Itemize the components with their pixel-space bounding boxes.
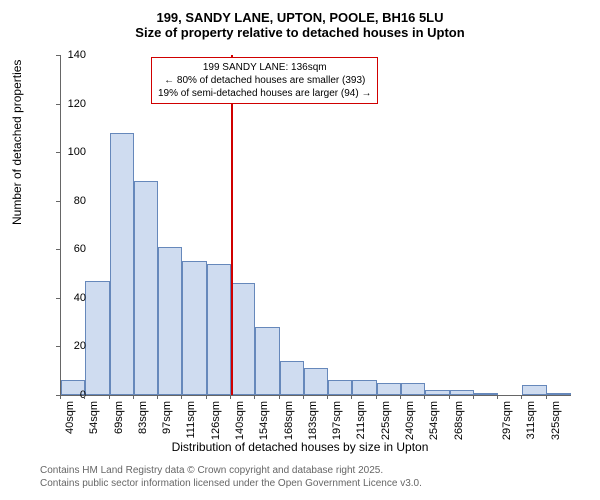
xtick-mark	[254, 395, 255, 399]
histogram-bar	[352, 380, 376, 395]
ytick-label: 120	[68, 98, 86, 110]
chart-title-main: 199, SANDY LANE, UPTON, POOLE, BH16 5LU	[0, 0, 600, 25]
xtick-mark	[449, 395, 450, 399]
ytick-label: 100	[68, 146, 86, 158]
xtick-label: 311sqm	[525, 401, 537, 445]
histogram-bar	[231, 283, 255, 395]
xtick-label: 297sqm	[501, 401, 513, 445]
histogram-bar	[110, 133, 134, 395]
marker-line	[231, 55, 233, 395]
histogram-bar	[425, 390, 449, 395]
xtick-mark	[60, 395, 61, 399]
xtick-mark	[376, 395, 377, 399]
xtick-mark	[109, 395, 110, 399]
xtick-label: 140sqm	[234, 401, 246, 445]
xtick-mark	[497, 395, 498, 399]
histogram-bar	[134, 181, 158, 395]
ytick-mark	[56, 346, 60, 347]
xtick-label: 225sqm	[380, 401, 392, 445]
xtick-label: 197sqm	[331, 401, 343, 445]
xtick-label: 97sqm	[161, 401, 173, 445]
xtick-label: 268sqm	[453, 401, 465, 445]
y-axis-label: Number of detached properties	[10, 60, 24, 225]
xtick-label: 126sqm	[210, 401, 222, 445]
xtick-label: 40sqm	[64, 401, 76, 445]
xtick-mark	[351, 395, 352, 399]
ytick-mark	[56, 104, 60, 105]
annotation-line1: 199 SANDY LANE: 136sqm	[158, 61, 371, 74]
ytick-label: 140	[68, 49, 86, 61]
annotation-box: 199 SANDY LANE: 136sqm← 80% of detached …	[151, 57, 378, 104]
xtick-label: 111sqm	[185, 401, 197, 445]
xtick-mark	[473, 395, 474, 399]
xtick-mark	[279, 395, 280, 399]
ytick-label: 60	[74, 243, 86, 255]
footer-attribution: Contains HM Land Registry data © Crown c…	[40, 464, 422, 490]
xtick-mark	[230, 395, 231, 399]
histogram-bar	[304, 368, 328, 395]
footer-line2: Contains public sector information licen…	[40, 477, 422, 490]
xtick-mark	[133, 395, 134, 399]
footer-line1: Contains HM Land Registry data © Crown c…	[40, 464, 422, 477]
histogram-bar	[377, 383, 401, 395]
histogram-bar	[328, 380, 352, 395]
histogram-bar	[547, 393, 571, 395]
xtick-label: 83sqm	[137, 401, 149, 445]
xtick-mark	[181, 395, 182, 399]
chart-title-sub: Size of property relative to detached ho…	[0, 25, 600, 40]
xtick-label: 168sqm	[283, 401, 295, 445]
xtick-mark	[546, 395, 547, 399]
xtick-label: 325sqm	[550, 401, 562, 445]
ytick-label: 40	[74, 292, 86, 304]
histogram-bar	[522, 385, 546, 395]
annotation-line2: ← 80% of detached houses are smaller (39…	[158, 74, 371, 87]
xtick-mark	[303, 395, 304, 399]
xtick-mark	[521, 395, 522, 399]
chart-container: 199, SANDY LANE, UPTON, POOLE, BH16 5LU …	[0, 0, 600, 500]
xtick-label: 54sqm	[88, 401, 100, 445]
histogram-bar	[158, 247, 182, 395]
histogram-bar	[474, 393, 498, 395]
ytick-mark	[56, 55, 60, 56]
xtick-mark	[327, 395, 328, 399]
histogram-bar	[450, 390, 474, 395]
ytick-mark	[56, 249, 60, 250]
histogram-bar	[85, 281, 109, 395]
histogram-bar	[280, 361, 304, 395]
histogram-bar	[182, 261, 206, 395]
xtick-mark	[84, 395, 85, 399]
xtick-label: 183sqm	[307, 401, 319, 445]
plot-area: 199 SANDY LANE: 136sqm← 80% of detached …	[60, 55, 571, 396]
histogram-bar	[401, 383, 425, 395]
xtick-mark	[157, 395, 158, 399]
histogram-bar	[255, 327, 279, 395]
xtick-label: 254sqm	[428, 401, 440, 445]
ytick-mark	[56, 298, 60, 299]
ytick-label: 80	[74, 195, 86, 207]
xtick-label: 69sqm	[113, 401, 125, 445]
ytick-mark	[56, 201, 60, 202]
ytick-mark	[56, 152, 60, 153]
xtick-label: 211sqm	[355, 401, 367, 445]
xtick-mark	[206, 395, 207, 399]
histogram-bar	[207, 264, 231, 395]
annotation-line3: 19% of semi-detached houses are larger (…	[158, 87, 371, 100]
xtick-label: 154sqm	[258, 401, 270, 445]
xtick-label: 240sqm	[404, 401, 416, 445]
xtick-mark	[400, 395, 401, 399]
xtick-mark	[424, 395, 425, 399]
ytick-label: 20	[74, 340, 86, 352]
